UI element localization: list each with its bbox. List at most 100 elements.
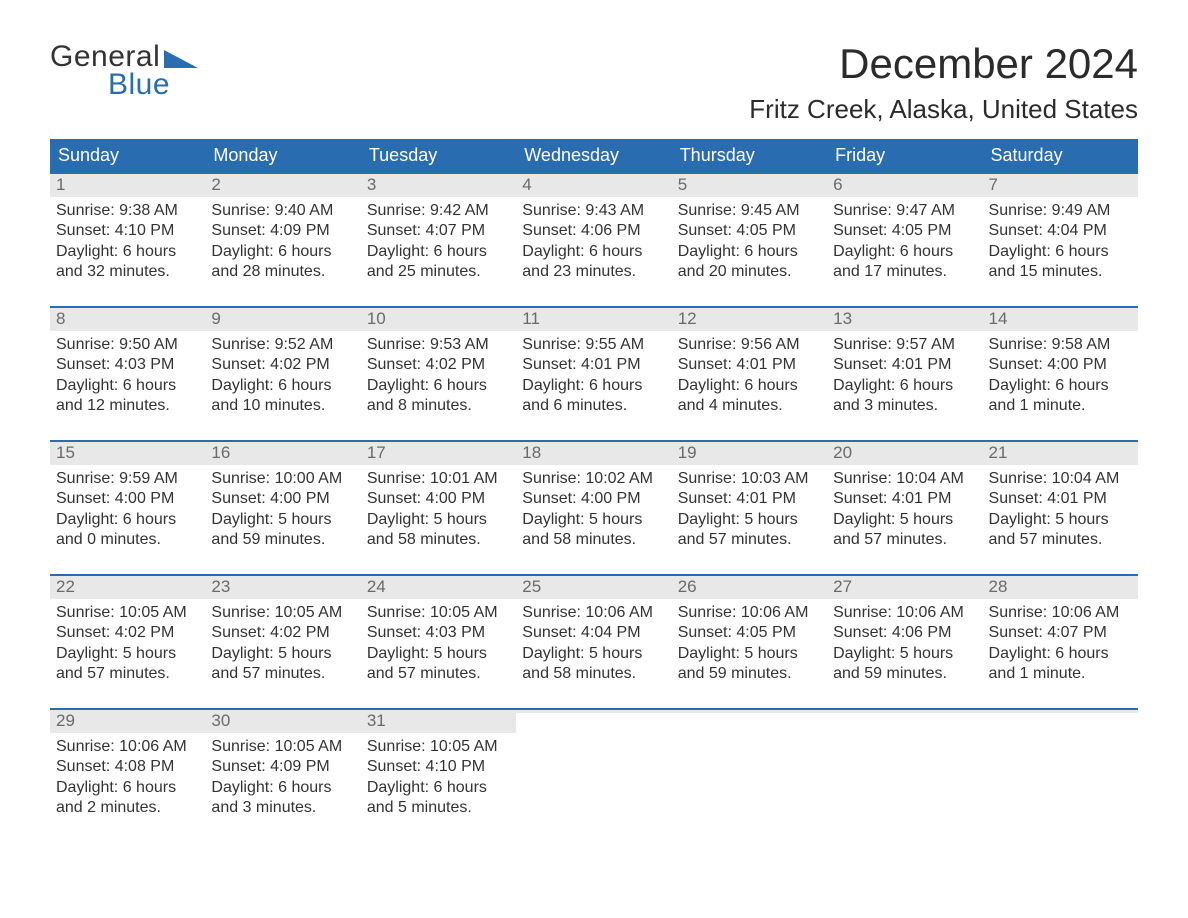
- daylight-text: Daylight: 6 hours: [211, 778, 354, 798]
- day-body: Sunrise: 10:00 AMSunset: 4:00 PMDaylight…: [205, 465, 360, 551]
- daylight-text: Daylight: 6 hours: [833, 242, 976, 262]
- day-number: 27: [833, 577, 852, 596]
- day-body: Sunrise: 9:57 AMSunset: 4:01 PMDaylight:…: [827, 331, 982, 417]
- sunset-text: Sunset: 4:02 PM: [211, 355, 354, 375]
- calendar-day: 5Sunrise: 9:45 AMSunset: 4:05 PMDaylight…: [672, 174, 827, 284]
- daylight-text: and 12 minutes.: [56, 396, 199, 416]
- daylight-text: and 15 minutes.: [989, 262, 1132, 282]
- sunrise-text: Sunrise: 10:02 AM: [522, 469, 665, 489]
- calendar-day: 16Sunrise: 10:00 AMSunset: 4:00 PMDaylig…: [205, 442, 360, 552]
- day-body: Sunrise: 9:43 AMSunset: 4:06 PMDaylight:…: [516, 197, 671, 283]
- page-title: December 2024: [749, 40, 1138, 88]
- sunrise-text: Sunrise: 9:55 AM: [522, 335, 665, 355]
- sunset-text: Sunset: 4:01 PM: [678, 489, 821, 509]
- sunset-text: Sunset: 4:01 PM: [989, 489, 1132, 509]
- day-body: Sunrise: 9:40 AMSunset: 4:09 PMDaylight:…: [205, 197, 360, 283]
- calendar-week: 22Sunrise: 10:05 AMSunset: 4:02 PMDaylig…: [50, 574, 1138, 686]
- daylight-text: and 59 minutes.: [678, 664, 821, 684]
- brand-logo: General Blue: [50, 40, 198, 102]
- weekday-header: Wednesday: [516, 139, 671, 172]
- day-number: 24: [367, 577, 386, 596]
- day-body: Sunrise: 9:38 AMSunset: 4:10 PMDaylight:…: [50, 197, 205, 283]
- sunrise-text: Sunrise: 9:42 AM: [367, 201, 510, 221]
- daylight-text: Daylight: 6 hours: [833, 376, 976, 396]
- daylight-text: and 58 minutes.: [522, 664, 665, 684]
- daylight-text: and 25 minutes.: [367, 262, 510, 282]
- sunset-text: Sunset: 4:06 PM: [833, 623, 976, 643]
- daylight-text: and 57 minutes.: [211, 664, 354, 684]
- sunrise-text: Sunrise: 9:59 AM: [56, 469, 199, 489]
- day-body: Sunrise: 9:49 AMSunset: 4:04 PMDaylight:…: [983, 197, 1138, 283]
- daylight-text: Daylight: 5 hours: [833, 510, 976, 530]
- day-body: Sunrise: 10:01 AMSunset: 4:00 PMDaylight…: [361, 465, 516, 551]
- calendar-day: 13Sunrise: 9:57 AMSunset: 4:01 PMDayligh…: [827, 308, 982, 418]
- day-number: 17: [367, 443, 386, 462]
- daylight-text: and 1 minute.: [989, 396, 1132, 416]
- sunrise-text: Sunrise: 9:47 AM: [833, 201, 976, 221]
- sunrise-text: Sunrise: 10:05 AM: [211, 737, 354, 757]
- calendar-week: 8Sunrise: 9:50 AMSunset: 4:03 PMDaylight…: [50, 306, 1138, 418]
- daylight-text: and 6 minutes.: [522, 396, 665, 416]
- sunrise-text: Sunrise: 9:49 AM: [989, 201, 1132, 221]
- daylight-text: Daylight: 5 hours: [522, 510, 665, 530]
- day-body: Sunrise: 10:04 AMSunset: 4:01 PMDaylight…: [983, 465, 1138, 551]
- day-number: 6: [833, 175, 842, 194]
- sunrise-text: Sunrise: 10:05 AM: [367, 737, 510, 757]
- daylight-text: and 58 minutes.: [522, 530, 665, 550]
- daylight-text: Daylight: 6 hours: [56, 376, 199, 396]
- calendar-day: 1 Sunrise: 9:38 AMSunset: 4:10 PMDaylight…: [50, 174, 205, 284]
- calendar-day: 21Sunrise: 10:04 AMSunset: 4:01 PMDaylig…: [983, 442, 1138, 552]
- daylight-text: Daylight: 6 hours: [211, 376, 354, 396]
- daylight-text: Daylight: 5 hours: [833, 644, 976, 664]
- day-number: 29: [56, 711, 75, 730]
- daylight-text: Daylight: 5 hours: [522, 644, 665, 664]
- sunrise-text: Sunrise: 10:06 AM: [989, 603, 1132, 623]
- sunset-text: Sunset: 4:05 PM: [833, 221, 976, 241]
- sunset-text: Sunset: 4:07 PM: [367, 221, 510, 241]
- daylight-text: and 2 minutes.: [56, 798, 199, 818]
- day-number: 31: [367, 711, 386, 730]
- calendar-day: 28Sunrise: 10:06 AMSunset: 4:07 PMDaylig…: [983, 576, 1138, 686]
- daylight-text: Daylight: 5 hours: [367, 644, 510, 664]
- day-number: 1: [56, 175, 65, 194]
- day-body: Sunrise: 9:45 AMSunset: 4:05 PMDaylight:…: [672, 197, 827, 283]
- day-number: 7: [989, 175, 998, 194]
- daylight-text: Daylight: 6 hours: [522, 242, 665, 262]
- daylight-text: and 57 minutes.: [678, 530, 821, 550]
- daylight-text: and 57 minutes.: [989, 530, 1132, 550]
- weekday-header: Sunday: [50, 139, 205, 172]
- daylight-text: and 23 minutes.: [522, 262, 665, 282]
- sunset-text: Sunset: 4:00 PM: [989, 355, 1132, 375]
- sunrise-text: Sunrise: 10:06 AM: [833, 603, 976, 623]
- weekday-header-row: SundayMondayTuesdayWednesdayThursdayFrid…: [50, 139, 1138, 172]
- calendar-day: [672, 710, 827, 820]
- daylight-text: and 28 minutes.: [211, 262, 354, 282]
- day-number: 18: [522, 443, 541, 462]
- calendar-day: 8Sunrise: 9:50 AMSunset: 4:03 PMDaylight…: [50, 308, 205, 418]
- daylight-text: and 58 minutes.: [367, 530, 510, 550]
- sunset-text: Sunset: 4:09 PM: [211, 221, 354, 241]
- sunrise-text: Sunrise: 10:04 AM: [989, 469, 1132, 489]
- day-number: 19: [678, 443, 697, 462]
- calendar-day: 19Sunrise: 10:03 AMSunset: 4:01 PMDaylig…: [672, 442, 827, 552]
- sunrise-text: Sunrise: 10:01 AM: [367, 469, 510, 489]
- daylight-text: Daylight: 6 hours: [56, 778, 199, 798]
- daylight-text: Daylight: 5 hours: [367, 510, 510, 530]
- day-body: Sunrise: 10:05 AMSunset: 4:02 PMDaylight…: [50, 599, 205, 685]
- calendar-day: 20Sunrise: 10:04 AMSunset: 4:01 PMDaylig…: [827, 442, 982, 552]
- daylight-text: Daylight: 5 hours: [678, 510, 821, 530]
- daylight-text: and 57 minutes.: [833, 530, 976, 550]
- daylight-text: and 20 minutes.: [678, 262, 821, 282]
- calendar-day: 18Sunrise: 10:02 AMSunset: 4:00 PMDaylig…: [516, 442, 671, 552]
- daylight-text: and 8 minutes.: [367, 396, 510, 416]
- daylight-text: and 59 minutes.: [211, 530, 354, 550]
- sunset-text: Sunset: 4:03 PM: [56, 355, 199, 375]
- sunrise-text: Sunrise: 9:43 AM: [522, 201, 665, 221]
- calendar-day: 31Sunrise: 10:05 AMSunset: 4:10 PMDaylig…: [361, 710, 516, 820]
- sunrise-text: Sunrise: 9:38 AM: [56, 201, 199, 221]
- sunset-text: Sunset: 4:04 PM: [522, 623, 665, 643]
- sunrise-text: Sunrise: 9:52 AM: [211, 335, 354, 355]
- sunset-text: Sunset: 4:00 PM: [211, 489, 354, 509]
- day-number: 8: [56, 309, 65, 328]
- sunset-text: Sunset: 4:06 PM: [522, 221, 665, 241]
